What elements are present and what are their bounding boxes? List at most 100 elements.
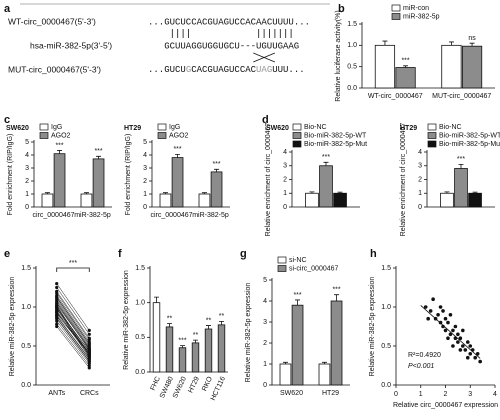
annotation: P<0.001 (408, 363, 434, 370)
significance: *** (332, 287, 340, 294)
point (448, 313, 453, 317)
point (465, 355, 470, 360)
bar (279, 363, 292, 386)
point (441, 309, 445, 313)
error-bar (403, 65, 409, 68)
chart-title: SW620 (6, 125, 29, 132)
error-bar (193, 339, 198, 343)
significance: *** (173, 146, 181, 153)
row-label: WT-circ_0000467(5'-3') (8, 16, 96, 26)
y-tick-label: 0 (25, 204, 29, 211)
mismatch-cross (253, 52, 276, 63)
x-tick-label: circ_0000467 (32, 212, 74, 219)
sequence: ...GUCUGCACGUAGUCCACUAGUUU... (148, 65, 305, 75)
legend-label: Bio-miR-382-5p-Mut (439, 141, 500, 148)
error-bar (175, 153, 181, 158)
y-tick-label: 0.0 (381, 382, 391, 389)
pair-line (56, 292, 90, 340)
x-tick-label: 0 (394, 391, 398, 398)
bar (217, 324, 226, 373)
bar (92, 158, 105, 208)
pair-line (56, 302, 90, 349)
significance: ** (206, 317, 212, 324)
legend-swatch (277, 265, 287, 272)
y-tick-label: 5 (263, 277, 267, 284)
legend-swatch (292, 132, 302, 139)
y-tick-label: 0.0 (347, 85, 357, 92)
panel-letter: g (240, 248, 247, 260)
bar (330, 300, 343, 386)
legend-swatch (157, 123, 167, 131)
y-axis-label: Relative miR-382-5p expression (9, 277, 16, 377)
point (55, 324, 59, 329)
point (443, 316, 448, 321)
pair-line (56, 316, 90, 360)
legend-label: Bio-NC (439, 124, 462, 131)
error-bar (382, 40, 388, 46)
point (87, 338, 91, 342)
y-tick-label: 1 (263, 361, 267, 368)
x-tick-label: HT29 (187, 376, 201, 395)
error-bar (162, 192, 168, 194)
sequence-part: UUU... (272, 65, 304, 75)
error-bar (295, 299, 301, 306)
x-axis-label: Relative circ_0000467 expression (393, 402, 498, 409)
legend-label: Bio-miR-382-5p-Mut (304, 141, 367, 148)
panel-letter: a (4, 3, 11, 15)
panel-letter: e (4, 248, 10, 260)
y-axis-label: Relative miR-382-5p expression (245, 283, 252, 383)
point (453, 324, 458, 329)
point (468, 352, 473, 356)
significance: *** (69, 260, 77, 267)
sequence: GCUUAGGUGGUGCU---UGUUGAAG (164, 41, 299, 51)
y-tick-label: 1.5 (21, 265, 31, 272)
bar (318, 363, 331, 386)
y-tick-label: 0.5 (347, 64, 357, 71)
y-tick-label: 4 (25, 152, 29, 159)
pair-line (56, 283, 90, 331)
y-tick-label: 4 (418, 149, 422, 156)
y-axis-label: Fold enrichment (RIP/IgG) (7, 134, 14, 216)
x-tick-label: HT29 (322, 390, 339, 397)
error-bar (458, 163, 464, 169)
significance: ** (167, 315, 173, 322)
point (55, 300, 59, 304)
point (87, 332, 91, 336)
point (443, 328, 448, 333)
axis-line (149, 266, 228, 373)
point (87, 352, 91, 356)
y-tick-label: 1.0 (347, 42, 357, 49)
y-tick-label: 3 (418, 163, 422, 170)
pair-line (56, 299, 90, 347)
point (55, 282, 59, 286)
y-axis-label: Relative miR-382-5p expression (123, 270, 130, 370)
bar (204, 328, 213, 373)
error-bar (472, 191, 478, 194)
legend-swatch (277, 256, 287, 264)
error-bar (57, 150, 63, 154)
point (458, 348, 463, 352)
error-bar (334, 294, 340, 301)
bar (210, 171, 223, 208)
row-label: hsa-miR-382-5p(3'-5') (30, 40, 112, 50)
bar (171, 157, 184, 208)
point (55, 319, 59, 323)
point (431, 297, 435, 302)
y-tick-label: 1.0 (381, 304, 391, 311)
pair-line (56, 304, 90, 350)
x-tick-label: SW620 (280, 390, 303, 397)
point (87, 363, 91, 368)
error-bar (180, 345, 185, 348)
legend-swatch (39, 123, 49, 131)
point (448, 332, 453, 337)
point (473, 355, 478, 360)
x-tick-label: CRCs (80, 390, 99, 397)
y-tick-label: 0 (283, 204, 287, 211)
point (55, 313, 59, 318)
legend-label: IgG (51, 124, 62, 131)
bar (319, 165, 333, 208)
point (465, 340, 470, 344)
point (87, 347, 91, 351)
y-tick-label: 1 (143, 191, 147, 198)
y-tick-label: 4 (263, 298, 267, 305)
